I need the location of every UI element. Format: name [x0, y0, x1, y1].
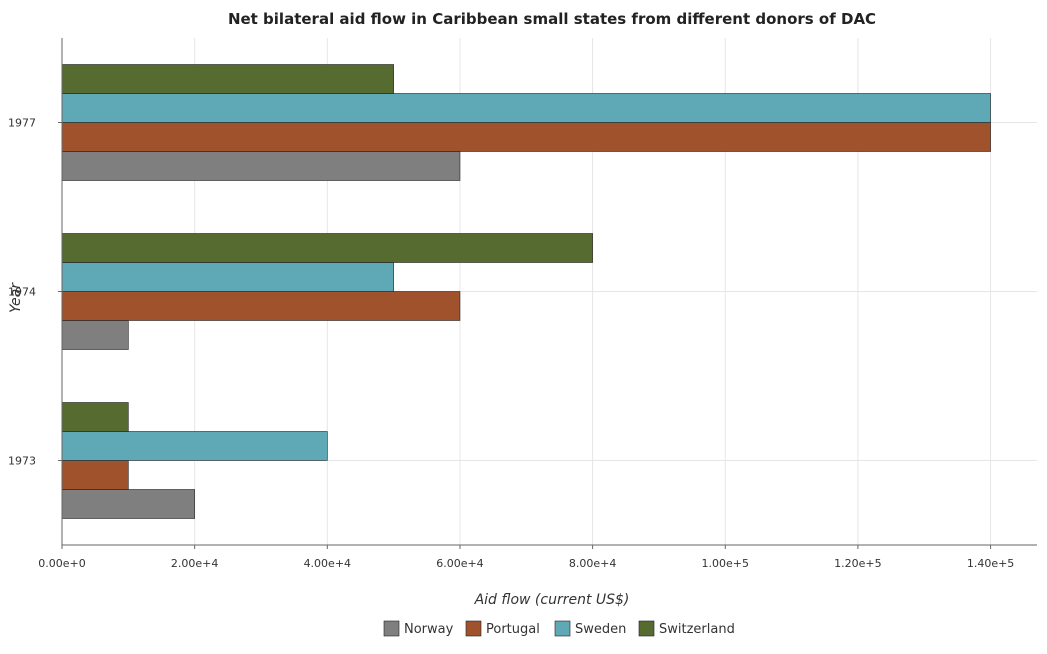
x-tick-label: 1.40e+5 [967, 557, 1014, 570]
y-tick-label: 1977 [8, 117, 36, 130]
legend-label-sweden: Sweden [575, 622, 626, 637]
y-tick-label: 1974 [8, 286, 36, 299]
x-tick-label: 4.00e+4 [304, 557, 351, 570]
legend-swatch-sweden [554, 620, 571, 637]
chart-title: Net bilateral aid flow in Caribbean smal… [228, 10, 876, 28]
x-tick-label: 6.00e+4 [436, 557, 483, 570]
legend: Norway Portugal Sweden Switzerland [383, 620, 735, 637]
bar-portugal-1973 [61, 460, 129, 490]
legend-swatch-switzerland [638, 620, 655, 637]
y-tick-label: 1973 [8, 455, 36, 468]
x-tick-label: 1.00e+5 [702, 557, 749, 570]
bar-portugal-1974 [61, 291, 461, 321]
legend-swatch-norway [383, 620, 400, 637]
legend-label-norway: Norway [404, 622, 454, 637]
bar-sweden-1974 [61, 262, 394, 292]
bar-norway-1973 [61, 489, 195, 519]
x-tick-label: 2.00e+4 [171, 557, 218, 570]
bar-norway-1977 [61, 151, 461, 181]
legend-label-switzerland: Switzerland [659, 622, 735, 637]
bar-sweden-1973 [61, 431, 328, 461]
x-tick-label: 0.00e+0 [38, 557, 85, 570]
axes: 1973 1974 1977 0.00e+0 2.00e+4 4.00e+4 6.00e+4… [8, 38, 1037, 570]
bar-switzerland-1974 [61, 233, 593, 263]
bar-sweden-1977 [61, 93, 991, 123]
x-tick-label: 1.20e+5 [834, 557, 881, 570]
legend-swatch-portugal [465, 620, 482, 637]
legend-label-portugal: Portugal [486, 622, 540, 637]
bar-switzerland-1977 [61, 64, 394, 94]
bar-switzerland-1973 [61, 402, 129, 432]
x-axis-label: Aid flow (current US$) [474, 592, 630, 608]
bar-portugal-1977 [61, 122, 991, 152]
y-axis-label: Year [8, 282, 24, 313]
x-tick-label: 8.00e+4 [569, 557, 616, 570]
bar-norway-1974 [61, 320, 129, 350]
